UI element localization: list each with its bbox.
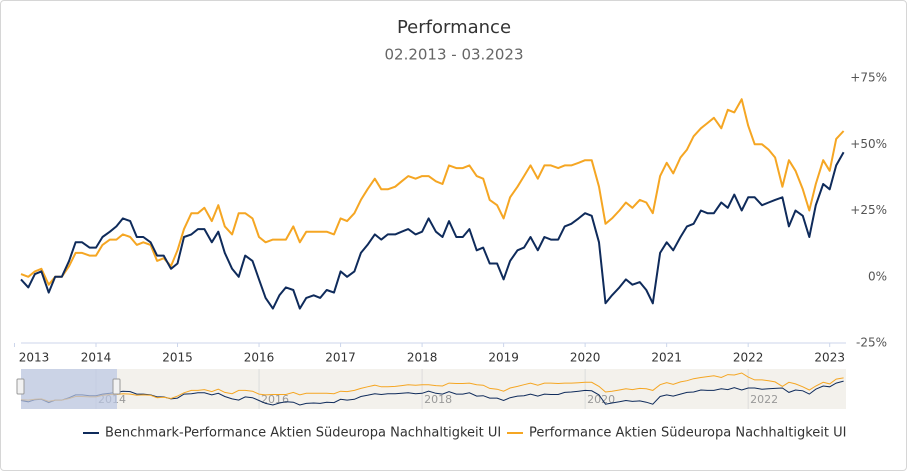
navigator-series (20, 372, 844, 406)
x-tick-label: 2018 (407, 351, 438, 365)
navigator-tick-label: 2020 (587, 393, 615, 406)
chart-subtitle: 02.2013 - 03.2023 (384, 46, 523, 64)
y-tick-label: +25% (850, 203, 887, 217)
x-tick-label: 2017 (325, 351, 356, 365)
navigator-tick-label: 2022 (750, 393, 778, 406)
navigator-selection[interactable] (21, 369, 117, 409)
series-line (20, 151, 845, 310)
navigator-background (21, 369, 846, 409)
x-tick-label: 2016 (244, 351, 275, 365)
x-tick-label: 2022 (733, 351, 764, 365)
x-tick-label: 2023 (814, 351, 845, 365)
chart-title: Performance (397, 17, 511, 38)
x-tick-label: 2019 (488, 351, 519, 365)
x-tick-label: 2015 (162, 351, 193, 365)
legend-label: Benchmark-Performance Aktien Südeuropa N… (105, 426, 501, 441)
navigator-tick-label: 2018 (424, 393, 452, 406)
x-tick-label: 2014 (81, 351, 112, 365)
navigator-line (20, 372, 844, 402)
x-tick-label: 2021 (651, 351, 682, 365)
y-tick-label: +50% (850, 137, 887, 151)
navigator-handle-left[interactable] (16, 378, 25, 395)
legend-label: Performance Aktien Südeuropa Nachhaltigk… (529, 426, 846, 441)
y-tick-label: -25% (856, 336, 887, 350)
y-tick-label: 0% (868, 269, 887, 283)
navigator-handle-right[interactable] (112, 378, 121, 395)
navigator-line (20, 380, 844, 406)
x-tick-label: 2013 (19, 351, 50, 365)
series-line (20, 98, 845, 286)
y-tick-label: +75% (850, 71, 887, 85)
x-tick-label: 2020 (570, 351, 601, 365)
